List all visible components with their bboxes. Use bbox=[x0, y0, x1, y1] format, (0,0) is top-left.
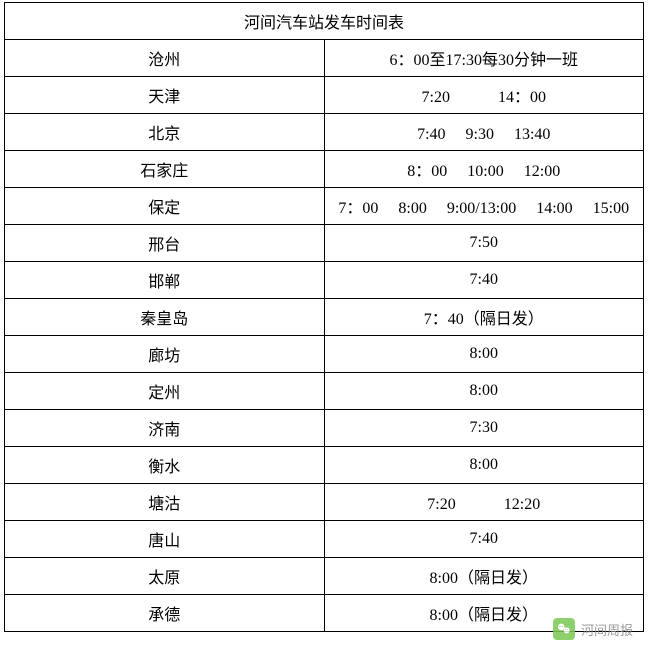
time-cell: 7:50 bbox=[324, 225, 644, 262]
destination-cell: 唐山 bbox=[5, 521, 325, 558]
watermark: 河间周报 bbox=[553, 618, 633, 640]
table-row: 太原8:00（隔日发） bbox=[5, 558, 644, 595]
destination-cell: 北京 bbox=[5, 114, 325, 151]
time-cell: 7:40 bbox=[324, 262, 644, 299]
table-row: 济南7:30 bbox=[5, 410, 644, 447]
time-cell: 7：40（隔日发） bbox=[324, 299, 644, 336]
destination-cell: 承德 bbox=[5, 595, 325, 632]
table-row: 唐山7:40 bbox=[5, 521, 644, 558]
time-cell: 8：00 10:00 12:00 bbox=[324, 151, 644, 188]
destination-cell: 塘沽 bbox=[5, 484, 325, 521]
destination-cell: 邯郸 bbox=[5, 262, 325, 299]
table-row: 邯郸7:40 bbox=[5, 262, 644, 299]
destination-cell: 太原 bbox=[5, 558, 325, 595]
table-header-row: 河间汽车站发车时间表 bbox=[5, 3, 644, 40]
destination-cell: 衡水 bbox=[5, 447, 325, 484]
table-row: 北京7:40 9:30 13:40 bbox=[5, 114, 644, 151]
table-row: 塘沽7:20 12:20 bbox=[5, 484, 644, 521]
table-row: 衡水8:00 bbox=[5, 447, 644, 484]
timetable: 河间汽车站发车时间表 沧州6：00至17:30每30分钟一班天津7:20 14：… bbox=[4, 2, 644, 632]
time-cell: 7:40 bbox=[324, 521, 644, 558]
destination-cell: 保定 bbox=[5, 188, 325, 225]
destination-cell: 天津 bbox=[5, 77, 325, 114]
table-row: 保定7：00 8:00 9:00/13:00 14:00 15:00 bbox=[5, 188, 644, 225]
time-cell: 7:30 bbox=[324, 410, 644, 447]
table-row: 廊坊8:00 bbox=[5, 336, 644, 373]
time-cell: 7：00 8:00 9:00/13:00 14:00 15:00 bbox=[324, 188, 644, 225]
time-cell: 7:20 12:20 bbox=[324, 484, 644, 521]
time-cell: 6：00至17:30每30分钟一班 bbox=[324, 40, 644, 77]
destination-cell: 廊坊 bbox=[5, 336, 325, 373]
destination-cell: 秦皇岛 bbox=[5, 299, 325, 336]
table-row: 沧州6：00至17:30每30分钟一班 bbox=[5, 40, 644, 77]
table-row: 承德8:00（隔日发） bbox=[5, 595, 644, 632]
wechat-icon bbox=[553, 618, 575, 640]
table-row: 秦皇岛7：40（隔日发） bbox=[5, 299, 644, 336]
destination-cell: 邢台 bbox=[5, 225, 325, 262]
time-cell: 7:40 9:30 13:40 bbox=[324, 114, 644, 151]
time-cell: 8:00 bbox=[324, 447, 644, 484]
time-cell: 7:20 14：00 bbox=[324, 77, 644, 114]
table-row: 定州8:00 bbox=[5, 373, 644, 410]
table-row: 石家庄8：00 10:00 12:00 bbox=[5, 151, 644, 188]
time-cell: 8:00（隔日发） bbox=[324, 558, 644, 595]
table-row: 天津7:20 14：00 bbox=[5, 77, 644, 114]
time-cell: 8:00 bbox=[324, 336, 644, 373]
destination-cell: 石家庄 bbox=[5, 151, 325, 188]
destination-cell: 沧州 bbox=[5, 40, 325, 77]
time-cell: 8:00 bbox=[324, 373, 644, 410]
table-row: 邢台7:50 bbox=[5, 225, 644, 262]
destination-cell: 定州 bbox=[5, 373, 325, 410]
destination-cell: 济南 bbox=[5, 410, 325, 447]
table-title: 河间汽车站发车时间表 bbox=[5, 3, 644, 40]
watermark-label: 河间周报 bbox=[581, 620, 633, 639]
